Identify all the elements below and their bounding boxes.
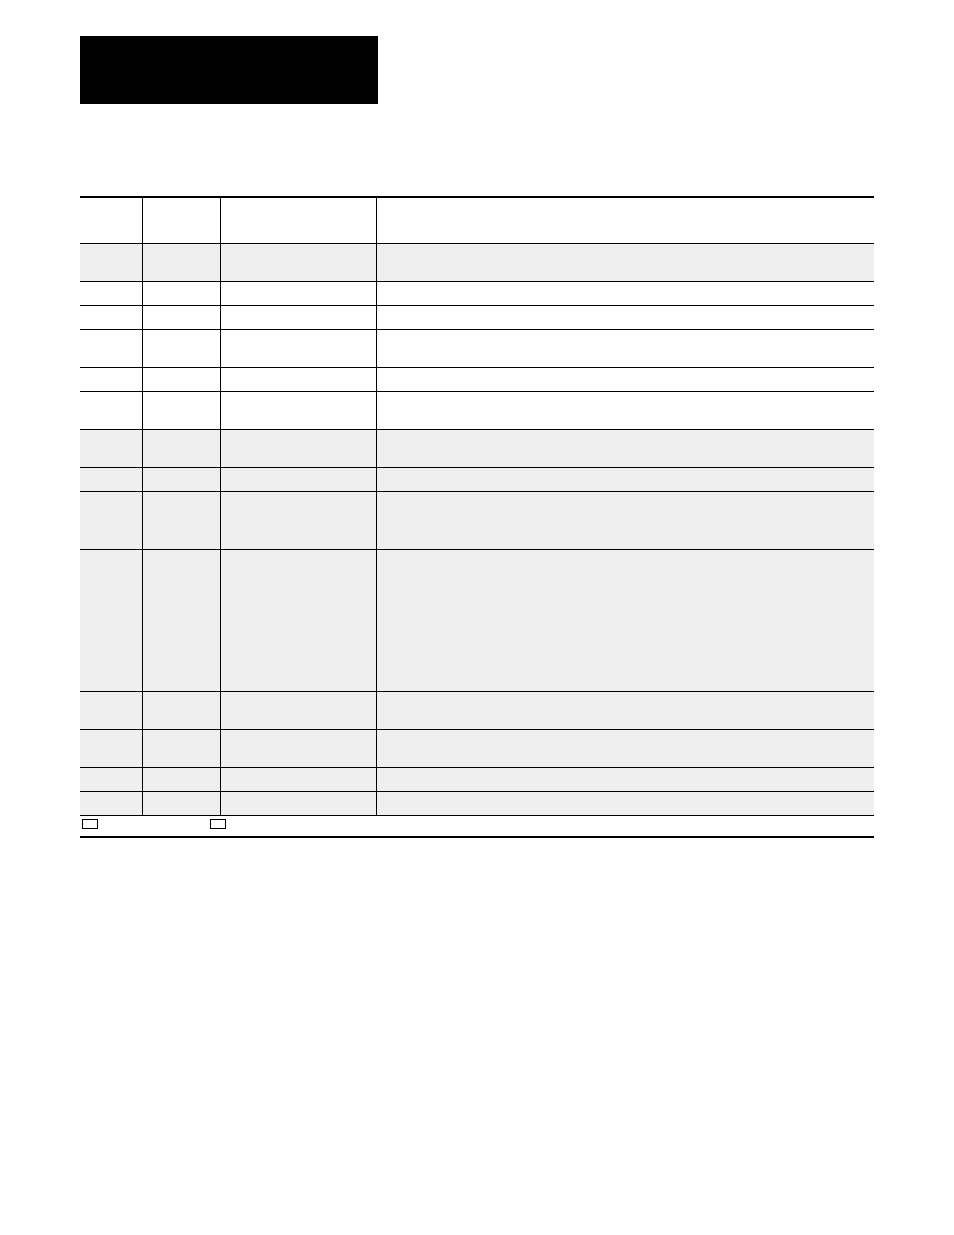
table-cell [376,729,874,767]
table-cell [80,243,142,281]
table-cell [220,467,376,491]
table-row [80,329,874,367]
table-cell [376,767,874,791]
table-row [80,467,874,491]
table-cell [142,243,220,281]
table-cell [142,429,220,467]
table-cell [80,467,142,491]
table-footer-cell [220,815,376,837]
table-cell [80,767,142,791]
table-cell [220,243,376,281]
table-cell [376,549,874,691]
table-cell [220,329,376,367]
table-row [80,391,874,429]
table-footer-row [80,815,874,837]
table-cell [80,549,142,691]
table-row [80,367,874,391]
table-body [80,197,874,837]
table-cell [220,491,376,549]
header-black-box [80,36,378,104]
table-row [80,197,874,243]
table-cell [376,329,874,367]
table-cell [80,305,142,329]
table-cell [220,281,376,305]
table-cell [142,329,220,367]
table-cell [220,391,376,429]
table-cell [80,791,142,815]
page [0,0,954,1235]
table-row [80,243,874,281]
table-cell [220,729,376,767]
table-cell [142,691,220,729]
table-cell [142,467,220,491]
table-cell [142,281,220,305]
table-cell [80,729,142,767]
table-cell [376,391,874,429]
table-row [80,691,874,729]
table-cell [220,791,376,815]
table-cell [376,367,874,391]
table-cell [220,197,376,243]
table-cell [376,243,874,281]
table-row [80,281,874,305]
checkbox-icon[interactable] [82,819,98,829]
table-row [80,729,874,767]
table-cell [80,691,142,729]
table-row [80,549,874,691]
table-cell [142,729,220,767]
table-cell [142,367,220,391]
table-cell [142,491,220,549]
table-cell [376,791,874,815]
table-cell [80,491,142,549]
table-cell [376,491,874,549]
table-cell [80,197,142,243]
table-cell [142,391,220,429]
table-row [80,791,874,815]
table-cell [376,197,874,243]
table-row [80,429,874,467]
table-cell [376,691,874,729]
table-cell [142,305,220,329]
checkbox-icon[interactable] [210,819,226,829]
table-cell [80,367,142,391]
table-cell [376,429,874,467]
table-cell [80,281,142,305]
data-table-container [80,196,874,838]
table-row [80,305,874,329]
table-footer-cell [80,815,142,837]
table-cell [142,791,220,815]
table-cell [376,281,874,305]
table-cell [80,329,142,367]
table-footer-cell [142,815,220,837]
table-cell [220,305,376,329]
table-cell [80,429,142,467]
table-cell [220,549,376,691]
table-cell [142,197,220,243]
table-cell [80,391,142,429]
data-table [80,196,874,838]
table-row [80,491,874,549]
table-cell [220,367,376,391]
table-cell [376,467,874,491]
table-cell [142,549,220,691]
table-row [80,767,874,791]
table-footer-cell [376,815,874,837]
table-cell [220,429,376,467]
table-cell [220,691,376,729]
table-cell [142,767,220,791]
table-cell [220,767,376,791]
table-cell [376,305,874,329]
